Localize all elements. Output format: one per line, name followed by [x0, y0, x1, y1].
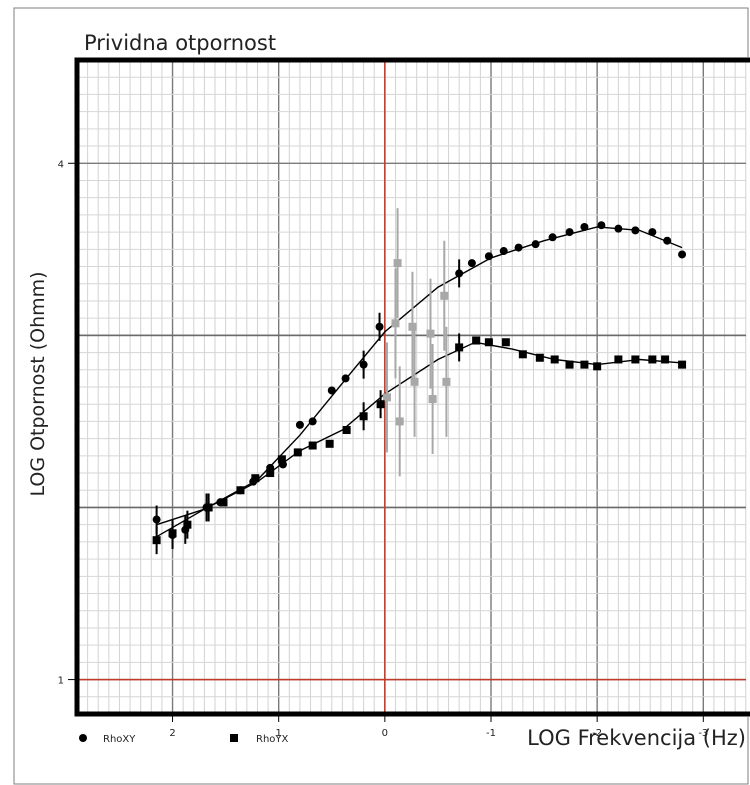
point-rhoyx	[455, 343, 464, 352]
point-rhoxy	[484, 252, 493, 261]
x-tick-label: 2	[169, 728, 175, 739]
legend-marker-rhoyx	[230, 734, 238, 742]
point-rhoyx	[204, 503, 213, 512]
point-rhoxy	[614, 224, 623, 233]
point-rhoxy	[565, 228, 574, 237]
point-rhoxy	[341, 374, 350, 383]
point-rhoyx	[565, 360, 574, 369]
point-rhoyx	[359, 412, 368, 421]
point-rhoxy	[375, 322, 384, 331]
y-axis-label: LOG Otpornost (Ohmm)	[27, 271, 49, 496]
point-rhoyx	[550, 355, 559, 364]
point-rhoyx	[535, 353, 544, 362]
x-tick-label: -3	[698, 728, 708, 739]
rejected-point	[410, 377, 419, 386]
point-rhoxy	[455, 269, 464, 278]
point-rhoyx	[325, 439, 334, 448]
point-rhoyx	[472, 336, 481, 345]
rejected-point	[395, 417, 404, 426]
point-rhoyx	[593, 362, 602, 371]
rejected-point	[442, 377, 451, 386]
point-rhoxy	[499, 247, 508, 256]
x-axis-label: LOG Frekvencija (Hz)	[527, 726, 746, 750]
point-rhoxy	[152, 515, 161, 524]
point-rhoxy	[514, 243, 523, 252]
x-tick-label: -1	[486, 728, 496, 739]
point-rhoyx	[631, 355, 640, 364]
point-rhoyx	[501, 338, 510, 347]
point-rhoyx	[342, 426, 351, 435]
point-rhoxy	[678, 250, 687, 259]
point-rhoyx	[168, 529, 177, 538]
point-rhoyx	[219, 498, 228, 507]
point-rhoyx	[518, 350, 527, 359]
point-rhoxy	[359, 360, 368, 369]
rejected-point	[408, 322, 417, 331]
rejected-point	[440, 291, 449, 300]
point-rhoxy	[648, 228, 657, 237]
rejected-point	[393, 259, 402, 268]
point-rhoyx	[236, 486, 245, 495]
point-rhoyx	[661, 355, 670, 364]
chart-title: Prividna otpornost	[84, 31, 276, 55]
rejected-point	[391, 319, 400, 328]
grid	[76, 59, 747, 715]
point-rhoxy	[631, 226, 640, 235]
data-points	[152, 221, 687, 555]
point-rhoyx	[251, 474, 260, 483]
legend-label-rhoyx: RhoYX	[256, 734, 289, 745]
point-rhoyx	[308, 441, 317, 450]
y-tick-label: 1	[58, 676, 64, 687]
point-rhoyx	[293, 448, 302, 457]
point-rhoxy	[531, 240, 540, 249]
point-rhoyx	[484, 338, 493, 347]
legend-marker-rhoxy	[79, 734, 87, 742]
x-tick-label: 1	[276, 728, 282, 739]
point-rhoxy	[467, 259, 476, 268]
point-rhoyx	[152, 536, 161, 545]
y-tick-label: 4	[58, 159, 64, 170]
point-rhoxy	[580, 222, 589, 231]
point-rhoxy	[327, 386, 336, 395]
point-rhoyx	[183, 520, 192, 529]
x-tick-label: -2	[592, 728, 602, 739]
x-tick-label: 0	[382, 728, 388, 739]
point-rhoyx	[580, 360, 589, 369]
rejected-point	[428, 395, 437, 404]
rejected-point	[382, 393, 391, 402]
point-rhoxy	[597, 221, 606, 230]
rejected-points	[382, 208, 451, 477]
point-rhoyx	[678, 360, 687, 369]
point-rhoyx	[266, 469, 275, 478]
point-rhoxy	[548, 233, 557, 242]
legend: RhoXY RhoYX	[79, 734, 289, 745]
plot-border	[74, 57, 750, 717]
point-rhoxy	[663, 236, 672, 245]
legend-label-rhoxy: RhoXY	[103, 734, 136, 745]
rejected-point	[426, 329, 435, 338]
point-rhoyx	[376, 400, 385, 409]
reference-lines	[77, 60, 746, 714]
point-rhoyx	[614, 355, 623, 364]
point-rhoyx	[648, 355, 657, 364]
point-rhoxy	[308, 417, 317, 426]
point-rhoxy	[295, 420, 304, 429]
point-rhoyx	[277, 455, 286, 464]
